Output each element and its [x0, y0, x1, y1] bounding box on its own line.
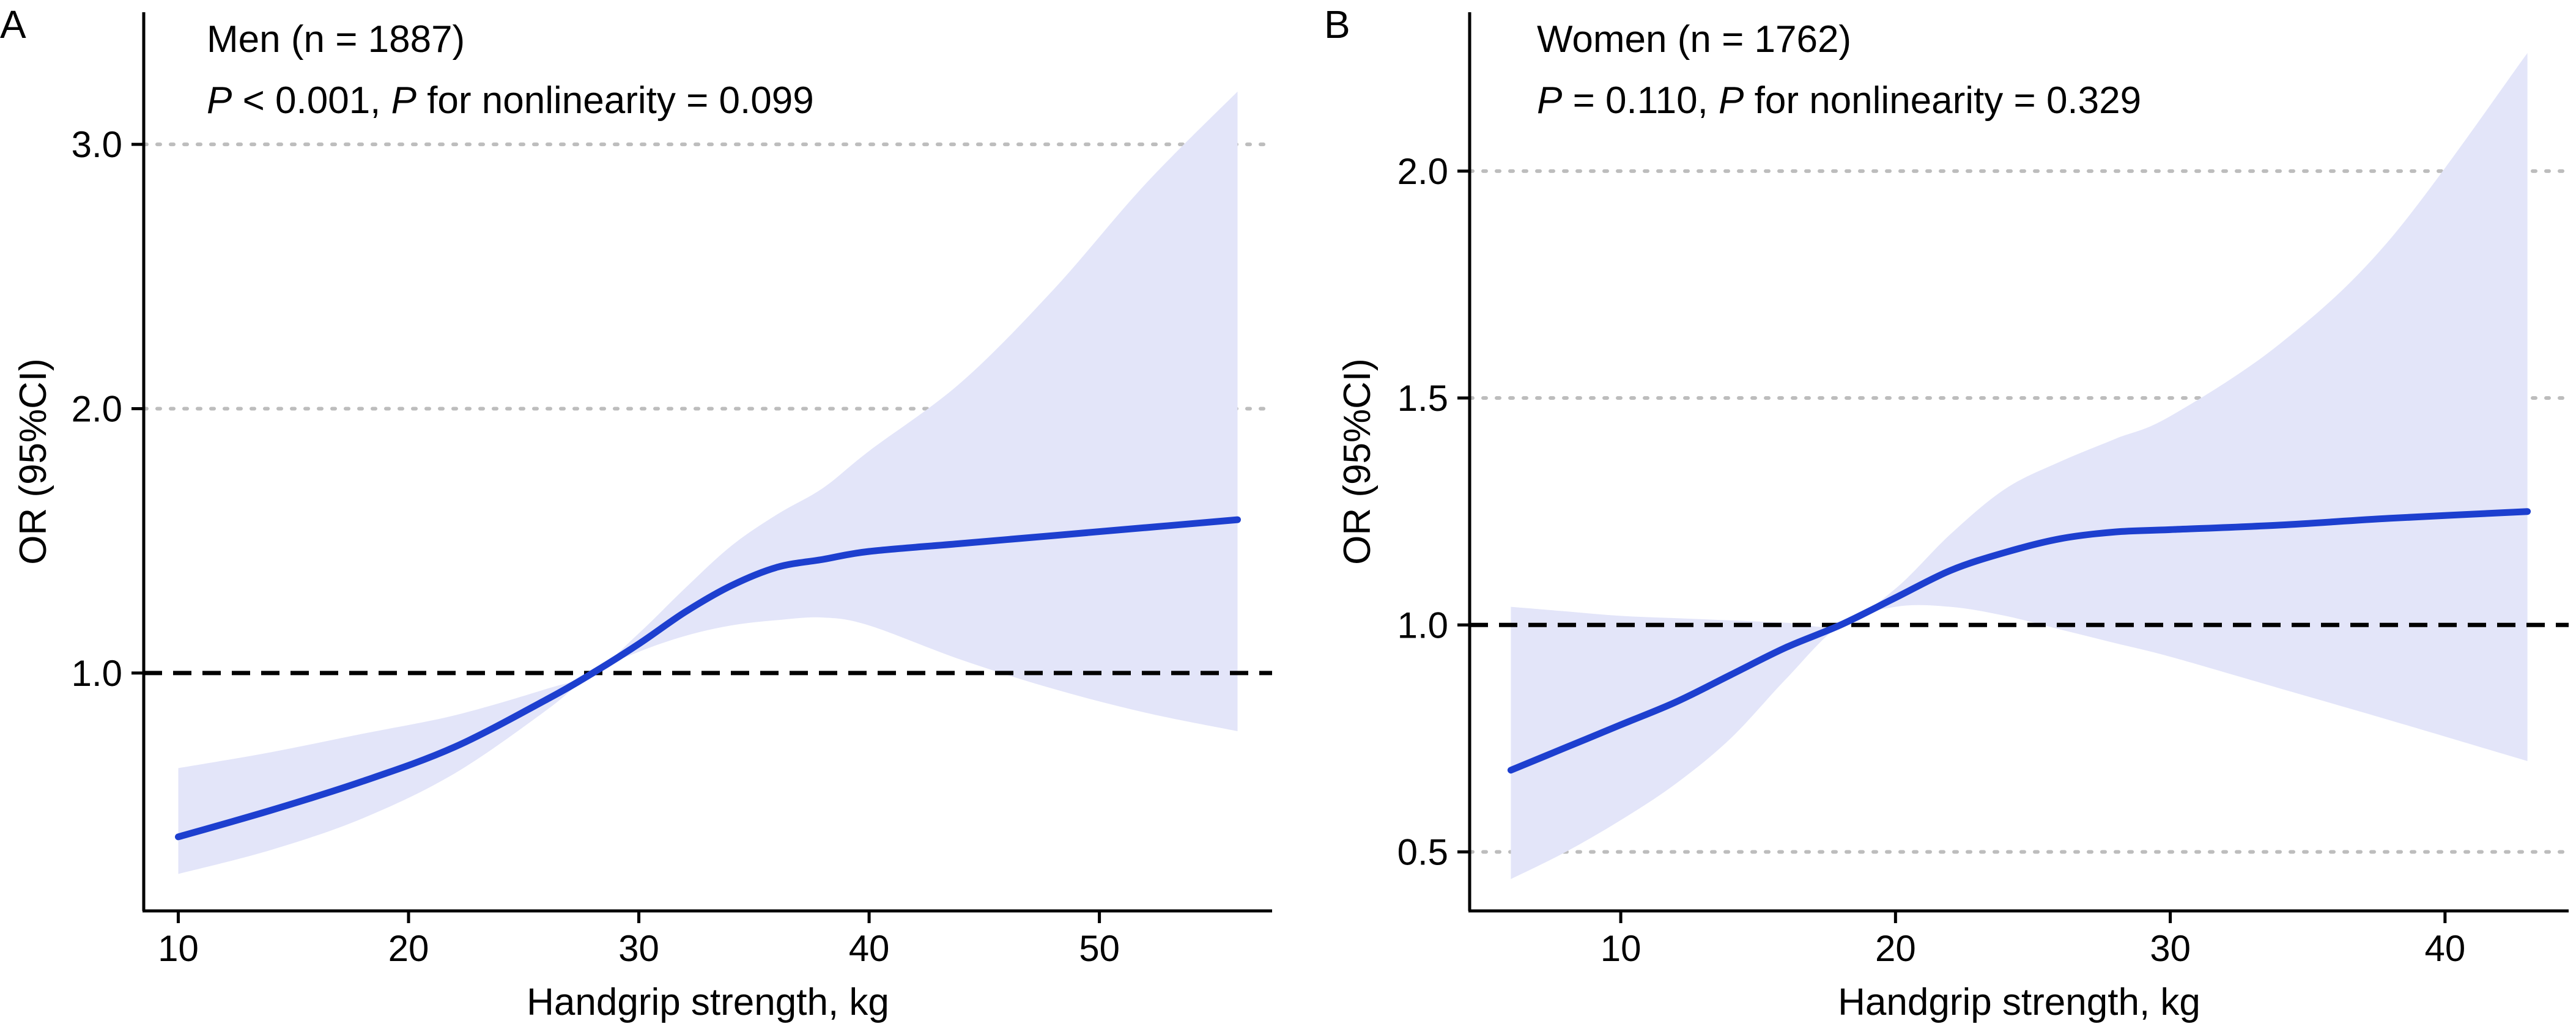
panel-a-letter: A — [0, 2, 26, 46]
panel-b-x-tick-label-1: 20 — [1875, 928, 1916, 969]
panel-a-x-tick-label-0: 10 — [158, 928, 199, 969]
panel-b-p-values: P = 0.110, P for nonlinearity = 0.329 — [1537, 79, 2141, 122]
panel-a: 10 20 30 40 50 1.0 2.0 3.0 A Men (n = 1887) P < 0.… — [0, 2, 1274, 1023]
panel-a-x-axis-title: Handgrip strength, kg — [527, 981, 889, 1023]
panel-a-confidence-band — [178, 91, 1238, 874]
panel-b-y-tick-label-3: 2.0 — [1397, 151, 1448, 192]
panel-b-y-tick-label-1: 1.0 — [1397, 605, 1448, 646]
panel-a-y-tick-label-0: 1.0 — [72, 653, 122, 694]
panel-b-or-curve — [1507, 508, 2531, 774]
panel-b-letter: B — [1324, 2, 1350, 46]
panel-b-y-axis-title: OR (95%CI) — [1336, 358, 1379, 565]
panel-a-or-curve — [175, 516, 1241, 841]
panel-b-x-axis-title: Handgrip strength, kg — [1838, 981, 2200, 1023]
panel-a-y-tick-label-1: 2.0 — [72, 389, 122, 430]
panel-b: 10 20 30 40 0.5 1.0 1.5 2.0 B Women (n = 1762) P =… — [1324, 2, 2570, 1023]
panel-b-confidence-band — [1511, 53, 2528, 879]
panel-a-x-tick-label-1: 20 — [388, 928, 429, 969]
panel-b-x-tick-label-3: 40 — [2424, 928, 2465, 969]
panel-a-p-values: P < 0.001, P for nonlinearity = 0.099 — [207, 79, 814, 122]
panel-a-title: Men (n = 1887) — [207, 18, 465, 61]
panel-a-x-tick-label-3: 40 — [849, 928, 890, 969]
panel-b-x-tick-label-2: 30 — [2150, 928, 2191, 969]
panel-b-y-tick-label-2: 1.5 — [1397, 378, 1448, 419]
panel-a-y-axis-title: OR (95%CI) — [12, 358, 54, 565]
panel-a-x-tick-label-4: 50 — [1079, 928, 1120, 969]
panel-a-y-tick-label-2: 3.0 — [72, 124, 122, 165]
panel-b-x-tick-label-0: 10 — [1601, 928, 1641, 969]
panel-b-title: Women (n = 1762) — [1537, 18, 1851, 61]
panel-b-y-tick-label-0: 0.5 — [1397, 831, 1448, 872]
panel-a-x-tick-label-2: 30 — [618, 928, 659, 969]
